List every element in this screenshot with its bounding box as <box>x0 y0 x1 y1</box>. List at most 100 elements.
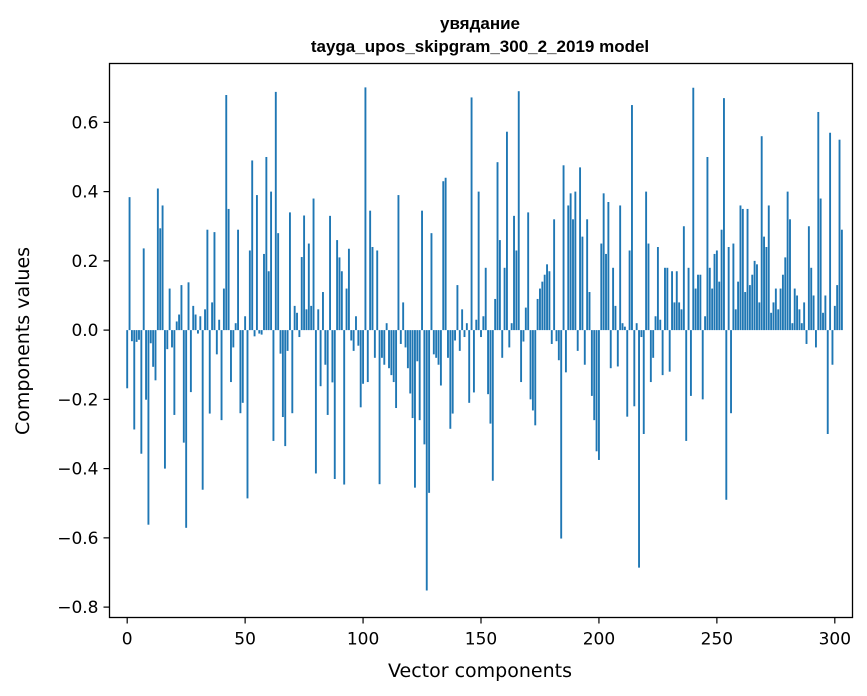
bar <box>682 226 685 331</box>
x-tick-label: 100 <box>347 630 379 650</box>
bar <box>310 305 313 331</box>
bar <box>774 288 777 331</box>
bar <box>347 248 350 331</box>
bar <box>812 295 815 331</box>
bar <box>597 330 600 460</box>
bar <box>692 87 695 331</box>
bar <box>222 288 225 331</box>
bar <box>673 302 676 331</box>
bar <box>765 247 768 331</box>
bar <box>541 281 544 331</box>
bar <box>251 160 254 331</box>
bar <box>494 298 497 331</box>
bar <box>366 330 369 383</box>
bar <box>654 316 657 331</box>
bar <box>380 330 383 358</box>
bar <box>430 233 433 331</box>
bar <box>220 330 223 421</box>
bar <box>416 330 419 362</box>
bar <box>784 257 787 331</box>
bar <box>324 330 327 365</box>
bar <box>612 267 615 331</box>
bar <box>534 330 537 426</box>
bar <box>741 208 744 331</box>
bar <box>182 330 185 443</box>
bar <box>656 247 659 331</box>
y-axis: −0.8 −0.6 −0.4 −0.2 0.0 0.2 0.4 0.6 <box>57 113 110 618</box>
bar <box>744 292 747 331</box>
bar <box>267 271 270 331</box>
bar <box>539 288 541 331</box>
x-axis: 0 50 100 150 200 250 300 <box>122 617 851 650</box>
bar <box>369 210 372 331</box>
bar <box>350 330 353 341</box>
bar <box>187 282 190 331</box>
bar <box>836 285 839 331</box>
bar <box>701 330 704 400</box>
bar <box>484 267 487 331</box>
bar <box>623 326 626 331</box>
bar <box>194 314 197 331</box>
bar <box>581 236 584 331</box>
bar <box>756 264 758 331</box>
bar <box>659 319 662 331</box>
bar <box>258 330 261 334</box>
bar <box>793 288 796 331</box>
bar <box>725 330 728 500</box>
bar <box>272 330 275 441</box>
bar <box>678 302 681 331</box>
bar <box>163 330 166 469</box>
bar <box>715 250 718 331</box>
bar <box>362 330 365 384</box>
bar <box>435 330 438 358</box>
bar <box>465 323 468 331</box>
bar <box>746 208 749 331</box>
bar <box>734 309 737 331</box>
bar <box>449 330 452 429</box>
bar <box>810 267 813 331</box>
bar <box>439 330 442 386</box>
bar <box>133 330 136 430</box>
bar <box>166 330 169 350</box>
bar <box>336 240 339 331</box>
bar <box>763 236 765 331</box>
bar <box>711 288 714 331</box>
bar <box>284 330 287 447</box>
bar <box>432 330 435 355</box>
bar <box>680 309 683 331</box>
bar <box>239 330 242 414</box>
bar <box>373 330 376 358</box>
bar <box>699 274 702 331</box>
bar <box>197 330 199 334</box>
bar <box>364 87 367 331</box>
bar <box>510 323 513 331</box>
bar <box>395 330 398 409</box>
bar <box>444 177 447 331</box>
bar <box>178 314 181 331</box>
bar <box>156 188 159 331</box>
bar <box>718 281 721 331</box>
bar <box>180 285 183 331</box>
y-tick-label: 0.6 <box>71 113 98 133</box>
bar <box>506 131 508 331</box>
bar <box>548 271 551 331</box>
bar <box>234 323 237 331</box>
bar <box>685 330 688 441</box>
bar <box>307 243 310 331</box>
bar <box>303 215 306 331</box>
bar <box>300 257 303 331</box>
bar <box>312 198 315 331</box>
bar <box>390 330 393 376</box>
bar <box>246 330 249 499</box>
bar <box>605 253 607 331</box>
bar <box>562 165 565 331</box>
bar <box>489 330 492 424</box>
bar <box>388 330 390 369</box>
bar <box>147 330 150 525</box>
bar <box>402 302 405 331</box>
bar <box>631 105 633 331</box>
bar <box>173 330 176 415</box>
bar <box>619 205 622 331</box>
bar <box>501 330 504 358</box>
bar <box>826 330 829 434</box>
